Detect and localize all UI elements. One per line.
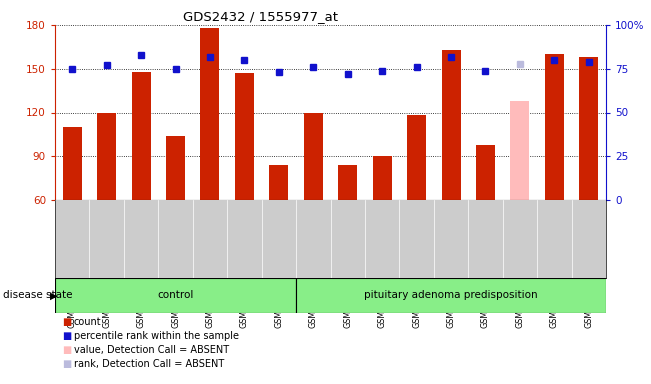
- Text: count: count: [74, 317, 101, 327]
- Text: pituitary adenoma predisposition: pituitary adenoma predisposition: [364, 291, 538, 301]
- Bar: [97, 113, 116, 200]
- Bar: [201, 28, 219, 200]
- Bar: [62, 127, 81, 200]
- Bar: [545, 54, 564, 200]
- Bar: [166, 136, 185, 200]
- Bar: [55, 278, 296, 313]
- Bar: [296, 278, 606, 313]
- Text: value, Detection Call = ABSENT: value, Detection Call = ABSENT: [74, 345, 229, 355]
- Text: GDS2432 / 1555977_at: GDS2432 / 1555977_at: [183, 10, 338, 23]
- Bar: [441, 50, 460, 200]
- Bar: [510, 101, 529, 200]
- Bar: [579, 57, 598, 200]
- Bar: [339, 165, 357, 200]
- Bar: [407, 116, 426, 200]
- Text: percentile rank within the sample: percentile rank within the sample: [74, 331, 238, 341]
- Bar: [132, 72, 150, 200]
- Bar: [476, 145, 495, 200]
- Bar: [270, 165, 288, 200]
- Text: ▶: ▶: [50, 291, 58, 301]
- Text: ■: ■: [62, 345, 71, 355]
- Text: ■: ■: [62, 359, 71, 369]
- Text: rank, Detection Call = ABSENT: rank, Detection Call = ABSENT: [74, 359, 224, 369]
- Bar: [235, 73, 254, 200]
- Text: ■: ■: [62, 317, 71, 327]
- Text: ■: ■: [62, 331, 71, 341]
- Bar: [372, 156, 392, 200]
- Bar: [304, 113, 323, 200]
- Text: control: control: [158, 291, 194, 301]
- Text: disease state: disease state: [3, 291, 73, 301]
